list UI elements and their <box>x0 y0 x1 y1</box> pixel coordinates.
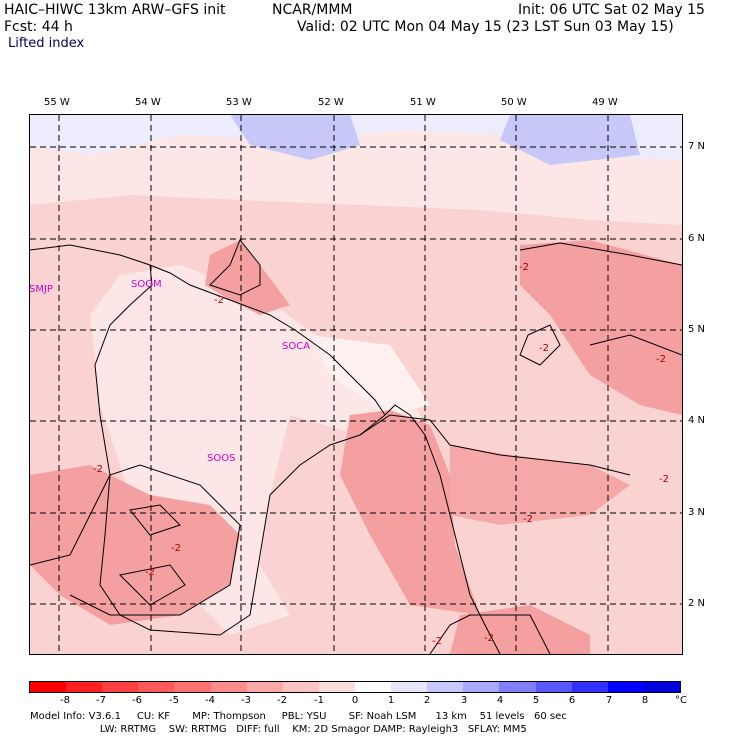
station-label: SOCA <box>282 341 311 352</box>
lat-label: 7 N <box>688 141 706 152</box>
lat-label: 4 N <box>688 415 706 426</box>
colorbar-swatch <box>30 682 67 692</box>
colorbar-tick: 7 <box>605 695 613 706</box>
contour-label: -2 <box>145 567 155 578</box>
lon-label: 52 W <box>318 97 344 108</box>
colorbar-swatch <box>138 682 175 692</box>
colorbar-tick: 4 <box>496 695 504 706</box>
contour-label: -2 <box>659 474 669 485</box>
colorbar-swatch <box>354 682 392 692</box>
colorbar-swatch <box>66 682 103 692</box>
colorbar-swatch <box>499 682 536 692</box>
station-label: SMJP <box>29 284 53 295</box>
lon-label: 49 W <box>592 97 618 108</box>
model-title: HAIC–HIWC 13km ARW–GFS init <box>4 2 226 18</box>
contour-label: -2 <box>214 295 224 306</box>
contour-label: -2 <box>539 343 549 354</box>
unstable-region <box>450 445 630 525</box>
unstable-region <box>205 240 290 315</box>
colorbar-swatch <box>391 682 428 692</box>
unstable-region <box>520 240 682 415</box>
lon-label: 53 W <box>226 97 252 108</box>
lon-label: 55 W <box>44 97 70 108</box>
stable-region-strong <box>500 115 640 165</box>
light-shade-region <box>310 335 430 415</box>
colorbar-tick: -2 <box>277 695 287 706</box>
colorbar-tick: 0 <box>351 695 359 706</box>
unstable-region <box>450 605 590 654</box>
model-info-line1: Model Info: V3.6.1 CU: KF MP: Thompson P… <box>30 711 567 722</box>
colorbar-swatch <box>607 682 644 692</box>
lat-label: 2 N <box>688 598 706 609</box>
model-info-line2: LW: RRTMG SW: RRTMG DIFF: full KM: 2D Sm… <box>30 724 527 735</box>
init-time: Init: 06 UTC Sat 02 May 15 <box>518 2 705 18</box>
lat-label: 6 N <box>688 233 706 244</box>
colorbar-swatch <box>535 682 572 692</box>
station-label: SOGM <box>131 279 162 290</box>
contour-label: -2 <box>523 514 533 525</box>
lifted-index-field <box>30 115 682 654</box>
colorbar-swatch <box>571 682 608 692</box>
contour-label: -2 <box>484 633 494 644</box>
colorbar-swatch <box>318 682 355 692</box>
unstable-region <box>30 465 240 625</box>
colorbar-tick: 3 <box>460 695 468 706</box>
stable-region-strong <box>230 115 360 160</box>
colorbar-swatch <box>246 682 283 692</box>
colorbar-swatch <box>210 682 247 692</box>
colorbar-tick: -3 <box>241 695 251 706</box>
map-panel <box>29 114 683 655</box>
colorbar-swatch <box>463 682 500 692</box>
colorbar-tick: -8 <box>60 695 70 706</box>
colorbar-tick: 8 <box>641 695 649 706</box>
colorbar-swatch <box>102 682 139 692</box>
colorbar-tick: 6 <box>568 695 576 706</box>
colorbar-swatch <box>643 682 680 692</box>
lat-label: 5 N <box>688 324 706 335</box>
field-name: Lifted index <box>8 36 85 51</box>
colorbar-tick: -5 <box>169 695 179 706</box>
contour-label: -2 <box>171 543 181 554</box>
colorbar-tick: -7 <box>96 695 106 706</box>
contour-label: -2 <box>656 354 666 365</box>
colorbar-swatch <box>174 682 211 692</box>
lon-label: 50 W <box>501 97 527 108</box>
colorbar-tick: -1 <box>314 695 324 706</box>
contour-label: -2 <box>93 464 103 475</box>
center-label: NCAR/MMM <box>272 2 353 18</box>
colorbar-swatch <box>282 682 319 692</box>
colorbar-swatch <box>427 682 464 692</box>
graticule <box>30 115 682 654</box>
station-label: SOOS <box>207 453 236 464</box>
colorbar-tick: 2 <box>423 695 431 706</box>
lon-label: 54 W <box>135 97 161 108</box>
contour-label: -2 <box>519 262 529 273</box>
valid-time: Valid: 02 UTC Mon 04 May 15 (23 LST Sun … <box>297 19 674 35</box>
colorbar-tick: 5 <box>532 695 540 706</box>
colorbar-unit: °C <box>675 695 687 706</box>
colorbar-tick: 1 <box>387 695 395 706</box>
colorbar-tick: -4 <box>205 695 215 706</box>
colorbar <box>29 681 681 693</box>
forecast-hour: Fcst: 44 h <box>4 19 73 35</box>
colorbar-tick: -6 <box>132 695 142 706</box>
lat-label: 3 N <box>688 507 706 518</box>
contour-label: -2 <box>432 636 442 647</box>
lon-label: 51 W <box>410 97 436 108</box>
contour-lines <box>30 239 682 654</box>
